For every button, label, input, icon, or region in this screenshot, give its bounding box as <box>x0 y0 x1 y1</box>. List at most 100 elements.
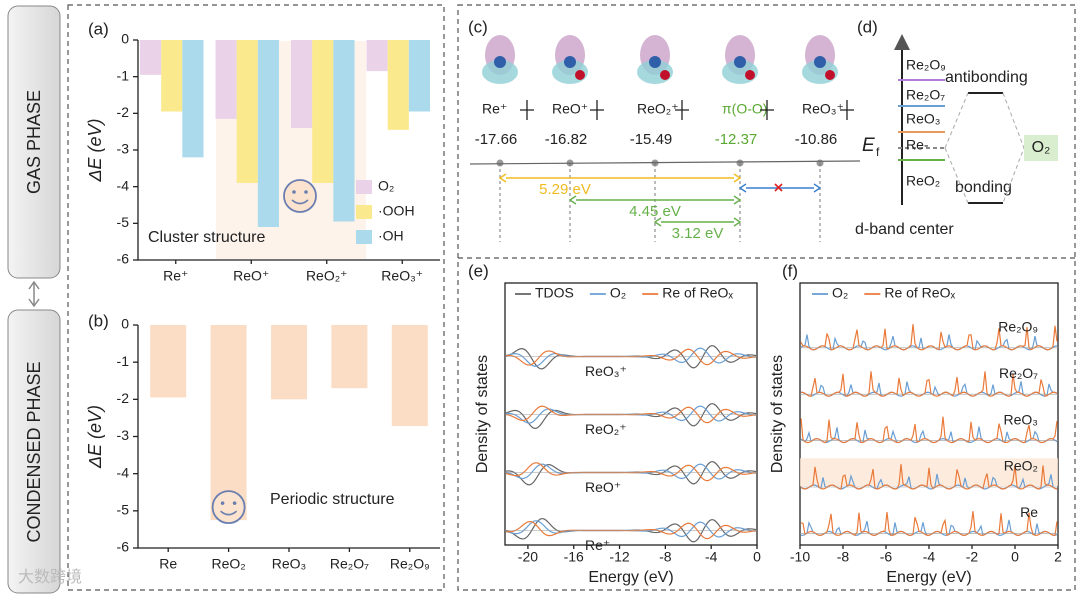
level-mark <box>520 100 534 120</box>
gas-label: GAS PHASE <box>24 90 44 194</box>
x-tick-label: -2 <box>966 549 979 565</box>
curve-label: Re₂O₇ <box>999 365 1038 381</box>
curve-label: Re⁺ <box>585 537 610 553</box>
legend-label: ·OOH <box>378 203 415 219</box>
x-tick-label: ReO₃⁺ <box>381 268 423 284</box>
level-label: Re⁺ <box>482 101 507 117</box>
dos-curve <box>800 464 1058 490</box>
curve-label: Re <box>1020 504 1038 520</box>
atom-o <box>745 70 755 80</box>
bar <box>140 40 162 75</box>
atom-re <box>649 56 661 68</box>
watermark: 大数跨境 <box>18 567 82 586</box>
atom-re <box>734 56 746 68</box>
bar <box>387 40 409 130</box>
bar <box>150 325 187 398</box>
atom-o <box>660 70 670 80</box>
y-tick-label: 0 <box>121 31 129 47</box>
gap-arrow <box>653 217 742 227</box>
y-tick-label: -1 <box>117 67 130 83</box>
legend-swatch <box>356 205 372 219</box>
x-tick-label: ReO⁺ <box>233 268 269 284</box>
panel-label: (f) <box>782 261 798 280</box>
curve-label: ReO₂ <box>1004 458 1038 474</box>
energy-axis <box>469 160 861 165</box>
legend-swatch <box>356 230 372 244</box>
x-tick-label: Re⁺ <box>163 268 188 284</box>
panel-label: (c) <box>468 17 488 36</box>
y-tick-label: -5 <box>117 214 130 230</box>
level-label: ReO⁺ <box>552 101 588 117</box>
panel-label: (d) <box>857 17 878 36</box>
y-tick-label: -2 <box>117 390 130 406</box>
panel-label: (b) <box>88 311 109 330</box>
legend-label: Re of ReOₓ <box>662 285 733 301</box>
x-tick-label: -8 <box>659 549 672 565</box>
frame-right <box>457 4 1076 591</box>
x-tick-label: ReO₂ <box>211 556 245 572</box>
orbital-lobe <box>482 60 518 84</box>
legend-label: ·OH <box>378 228 404 244</box>
level-energy: -17.66 <box>475 131 518 148</box>
y-tick-label: -6 <box>117 539 130 555</box>
axes <box>137 325 440 549</box>
x-tick-label: -20 <box>518 549 538 565</box>
dos-curve <box>505 402 757 430</box>
y-tick-label: 0 <box>121 316 129 332</box>
y-tick-label: -4 <box>117 177 130 193</box>
dos-curve <box>800 324 1058 351</box>
smiley <box>211 490 246 525</box>
panel-label: (a) <box>88 19 109 38</box>
x-tick-label: Re₂O₇ <box>330 556 369 572</box>
bar <box>331 325 368 389</box>
y-tick-label: -1 <box>117 353 130 369</box>
bar <box>182 40 204 158</box>
level-label: ReO₂⁺ <box>637 101 679 117</box>
dos-curve <box>800 473 1058 490</box>
level-mark <box>675 100 689 120</box>
x-axis-label: d-band center <box>855 221 954 238</box>
legend-label: O₂ <box>832 285 848 301</box>
gap-label: 4.45 eV <box>629 203 681 220</box>
dos-curve <box>800 371 1058 397</box>
dos-curve <box>800 511 1058 537</box>
x-tick-label: 0 <box>1011 549 1019 565</box>
level-energy: -16.82 <box>545 131 588 148</box>
blocked-cross <box>774 183 783 192</box>
axes <box>137 40 440 261</box>
o2-label: O₂ <box>1032 139 1051 156</box>
curve-label: ReO⁺ <box>585 479 621 495</box>
bar <box>215 40 237 119</box>
bar <box>210 325 247 521</box>
gap-label: 3.12 eV <box>672 225 724 242</box>
dos-curve <box>800 334 1058 351</box>
atom-re <box>494 56 506 68</box>
dos-curve <box>800 519 1058 536</box>
x-tick-label: Re <box>159 556 177 572</box>
legend-label: O₂ <box>378 178 394 194</box>
bar <box>271 325 307 400</box>
y-tick-label: -5 <box>117 502 130 518</box>
dos-curve <box>800 381 1058 397</box>
antibonding-label: antibonding <box>945 69 1028 86</box>
y-axis-label: ΔE (eV) <box>85 118 105 182</box>
bar <box>408 40 430 112</box>
bar <box>257 40 279 227</box>
level-label: Re- <box>906 137 929 153</box>
x-tick-label: ReO₂⁺ <box>306 268 348 284</box>
x-axis-label: Energy (eV) <box>886 569 971 586</box>
x-tick-label: Re₂O₉ <box>390 556 430 572</box>
level-label: Re₂O₉ <box>906 57 946 73</box>
curve-label: ReO₃ <box>1004 411 1039 427</box>
y-tick-label: -3 <box>117 141 130 157</box>
dos-curve <box>505 462 757 482</box>
level-label: ReO₃⁺ <box>802 101 844 117</box>
smiley <box>283 179 317 213</box>
y-axis-label: Density of states <box>769 355 786 473</box>
y-tick-label: -6 <box>117 251 130 267</box>
bonding-label: bonding <box>955 179 1012 196</box>
bar <box>333 40 355 222</box>
level-label: π(O-O) <box>722 101 767 117</box>
atom-re <box>814 56 826 68</box>
